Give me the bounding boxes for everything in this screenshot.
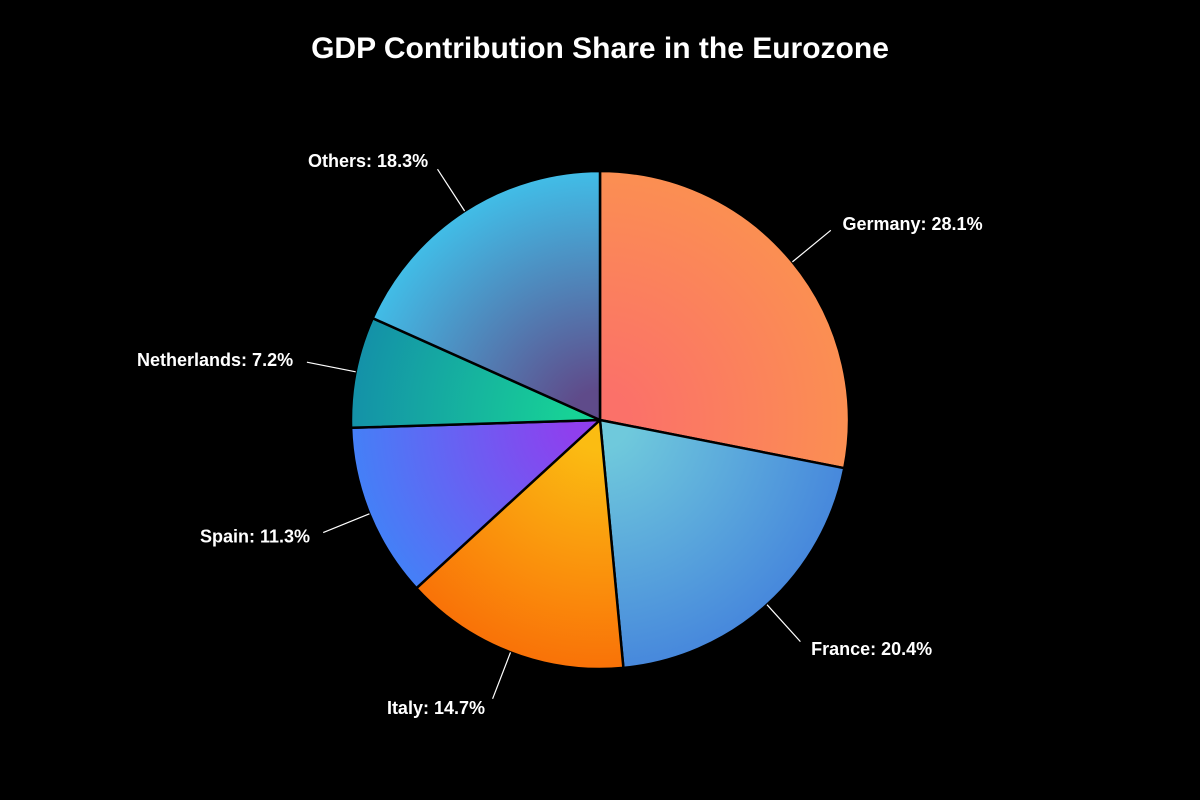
chart-title: GDP Contribution Share in the Eurozone: [311, 32, 889, 65]
pie-slice-netherlands: [349, 316, 602, 430]
slice-label-others: Others: 18.3%: [308, 151, 428, 171]
slice-label-italy: Italy: 14.7%: [387, 698, 485, 718]
leader-line-spain: [322, 513, 370, 534]
slice-label-netherlands: Netherlands: 7.2%: [137, 350, 293, 370]
leader-line-france: [766, 604, 801, 643]
leader-line-italy: [492, 652, 512, 700]
leader-line-others: [436, 168, 466, 212]
pie-slice-france: [598, 418, 846, 670]
leader-line-netherlands: [306, 361, 356, 373]
leader-line-germany: [792, 229, 832, 263]
pie-slice-germany: [598, 169, 851, 470]
pie-slice-italy: [415, 418, 625, 671]
slice-label-spain: Spain: 11.3%: [200, 526, 310, 546]
slice-label-germany: Germany: 28.1%: [843, 214, 983, 234]
slice-label-france: France: 20.4%: [811, 639, 932, 659]
